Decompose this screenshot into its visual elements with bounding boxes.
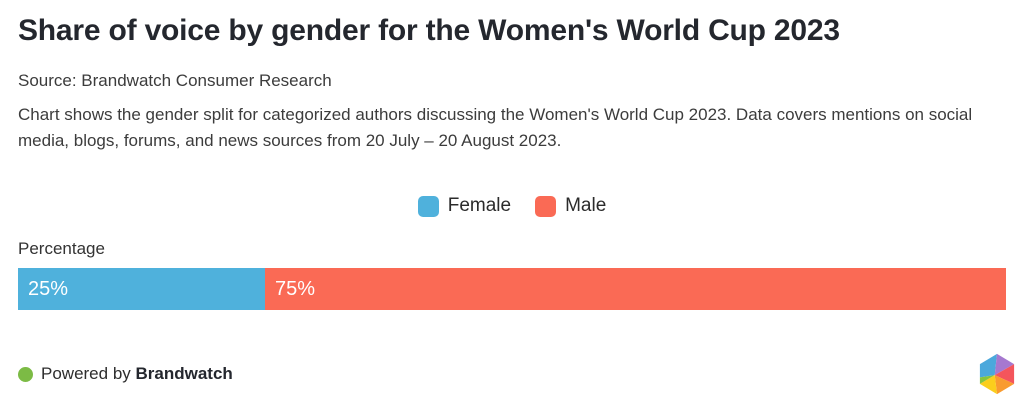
source-line: Source: Brandwatch Consumer Research bbox=[18, 71, 332, 90]
legend-item-female[interactable]: Female bbox=[417, 195, 512, 217]
legend-label: Female bbox=[447, 195, 512, 216]
legend-label: Male bbox=[565, 195, 607, 216]
axis-label: Percentage bbox=[18, 239, 105, 258]
legend: Female Male bbox=[18, 195, 1006, 217]
stacked-bar: 25% 75% bbox=[18, 268, 1006, 310]
powered-by-text: Powered by Brandwatch bbox=[41, 364, 233, 383]
powered-by-dot-icon bbox=[18, 366, 33, 382]
page-title: Share of voice by gender for the Women's… bbox=[18, 14, 840, 47]
footer: Powered by Brandwatch bbox=[18, 353, 1016, 395]
chart-description: Chart shows the gender split for categor… bbox=[18, 105, 973, 150]
male-swatch-icon bbox=[535, 195, 557, 217]
legend-item-male[interactable]: Male bbox=[535, 195, 606, 217]
female-swatch-icon bbox=[417, 195, 439, 217]
brandwatch-hexagon-logo-icon bbox=[979, 353, 1015, 395]
bar-value-label: 25% bbox=[28, 277, 69, 300]
bar-value-label: 75% bbox=[275, 277, 316, 300]
bar-segment-male[interactable]: 75% bbox=[265, 268, 1006, 310]
bar-segment-female[interactable]: 25% bbox=[18, 268, 265, 310]
brand-name: Brandwatch bbox=[135, 364, 233, 383]
powered-by: Powered by Brandwatch bbox=[18, 364, 233, 384]
